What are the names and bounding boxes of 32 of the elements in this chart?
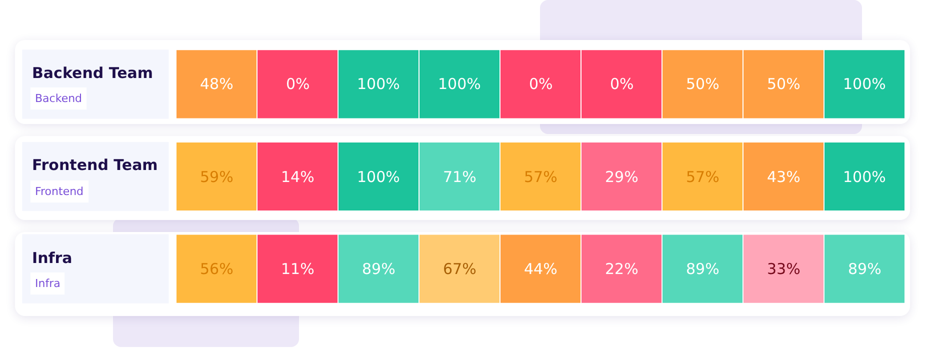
data-label: 14% [281, 168, 314, 186]
data-label: 100% [438, 75, 481, 93]
data-label: 50% [686, 75, 720, 93]
data-label: 59% [200, 168, 234, 186]
data-label: 57% [686, 168, 720, 186]
y-tick-label: Backend Team [32, 64, 153, 82]
y-tick-label: Infra [32, 249, 72, 267]
data-label: 89% [686, 260, 720, 278]
data-label: 48% [200, 75, 234, 93]
data-label: 44% [524, 260, 558, 278]
data-label: 0% [286, 75, 310, 93]
data-label: 0% [529, 75, 553, 93]
data-label: 33% [767, 260, 800, 278]
data-label: 100% [357, 168, 400, 186]
data-label: 100% [843, 168, 886, 186]
data-label: 89% [848, 260, 882, 278]
data-label: 22% [605, 260, 638, 278]
data-label: 56% [200, 260, 234, 278]
data-label: 89% [362, 260, 396, 278]
data-label: 43% [767, 168, 800, 186]
data-label: 57% [524, 168, 558, 186]
data-label: 100% [357, 75, 400, 93]
data-label: 71% [443, 168, 476, 186]
data-label: 50% [767, 75, 800, 93]
data-label: 11% [281, 260, 314, 278]
y-tick-label: Frontend Team [32, 156, 158, 174]
data-label: 0% [610, 75, 634, 93]
y2-tick-label: Frontend [35, 185, 84, 198]
y2-tick-label: Backend [35, 92, 82, 105]
data-label: 67% [443, 260, 476, 278]
data-label: 29% [605, 168, 638, 186]
data-label: 100% [843, 75, 886, 93]
